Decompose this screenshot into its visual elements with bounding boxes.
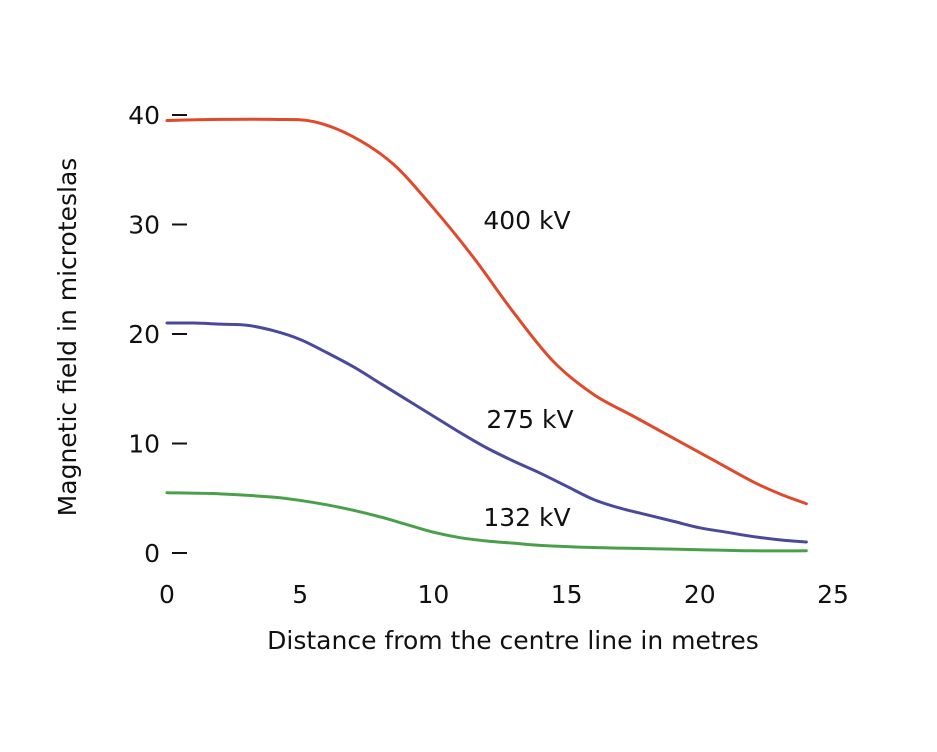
y-tick-label: 40 — [128, 101, 160, 130]
x-tick-label: 15 — [551, 580, 583, 609]
y-tick-label: 30 — [128, 211, 160, 240]
y-tick-label: 0 — [144, 539, 160, 568]
series-line-400-kv — [165, 117, 808, 506]
x-tick-label: 20 — [684, 580, 716, 609]
y-tick-label: 20 — [128, 320, 160, 349]
axis-ticks: 0 10 20 30 40 0 5 10 15 20 25 — [128, 101, 849, 609]
series-labels: 400 kV 275 kV 132 kV — [483, 206, 573, 532]
series-line-132-kv — [165, 491, 808, 553]
series-label: 400 kV — [483, 206, 570, 235]
series-label: 275 kV — [486, 405, 573, 434]
series-line-275-kv — [165, 321, 808, 544]
x-tick-label: 25 — [817, 580, 849, 609]
x-tick-label: 0 — [159, 580, 175, 609]
y-axis-title: Magnetic field in microteslas — [53, 158, 82, 517]
x-tick-label: 5 — [292, 580, 308, 609]
series-label: 132 kV — [483, 503, 570, 532]
y-tick-label: 10 — [128, 430, 160, 459]
series-lines — [165, 117, 808, 553]
x-axis-title: Distance from the centre line in metres — [267, 626, 759, 655]
x-tick-label: 10 — [417, 580, 449, 609]
